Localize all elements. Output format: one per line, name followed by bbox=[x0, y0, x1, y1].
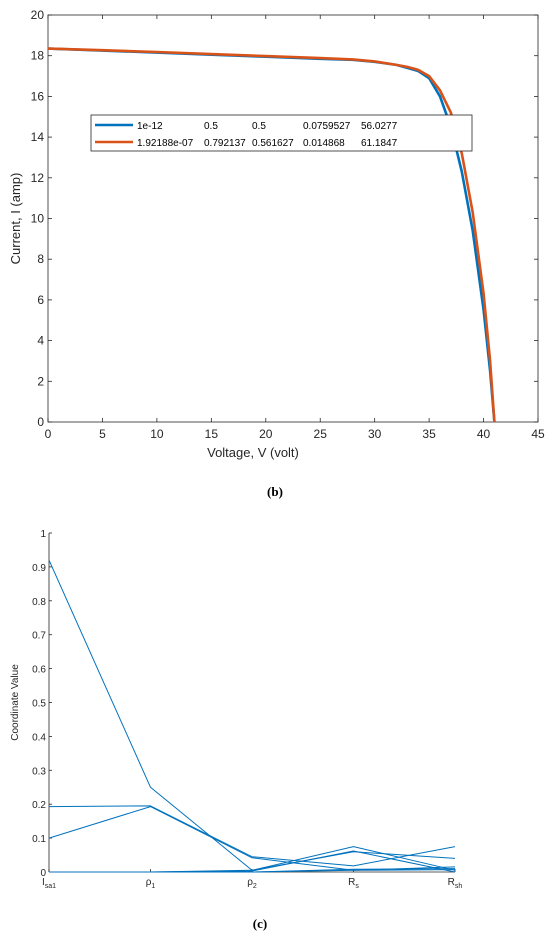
y-tick-label: 0.3 bbox=[32, 766, 46, 777]
legend-box bbox=[90, 114, 473, 152]
y-tick-label: 6 bbox=[37, 293, 44, 307]
x-tick-label: ρ1 bbox=[146, 877, 156, 890]
pc-line-3 bbox=[48, 806, 456, 871]
y-tick-label: 0.2 bbox=[32, 800, 46, 811]
x-tick-label: Isa1 bbox=[42, 877, 56, 890]
y-tick-label: 0 bbox=[40, 868, 46, 879]
pc-line-2 bbox=[48, 805, 456, 867]
x-tick-label: Rsh bbox=[448, 877, 463, 890]
caption-b: (b) bbox=[267, 484, 283, 499]
y-tick-label: 2 bbox=[37, 374, 44, 388]
legend-entry-text: 0.014868 bbox=[303, 138, 345, 149]
x-tick-label: 40 bbox=[477, 427, 491, 441]
legend-entry-text: 61.1847 bbox=[361, 138, 398, 149]
x-tick-label: 0 bbox=[45, 427, 52, 441]
y-tick-label: 0.8 bbox=[32, 597, 46, 608]
y-tick-label: 10 bbox=[31, 212, 45, 226]
legend-entry-text: 0.5 bbox=[252, 121, 266, 132]
legend: 1e-12 0.5 0.5 0.0759527 56.0277 1.92188e-07 0.… bbox=[90, 114, 473, 152]
y-tick-label: 18 bbox=[31, 49, 45, 63]
x-tick-label: 10 bbox=[150, 427, 164, 441]
x-tick-label: 35 bbox=[422, 427, 436, 441]
legend-entry-text: 1e-12 bbox=[137, 121, 163, 132]
x-tick-label: 45 bbox=[531, 427, 545, 441]
y-tick-label: 0.9 bbox=[32, 563, 46, 574]
y-tick-label: 16 bbox=[31, 89, 45, 103]
y-axis-label: Coordinate Value bbox=[10, 664, 21, 741]
y-tick-label: 0 bbox=[37, 415, 44, 429]
x-tick-label: 20 bbox=[259, 427, 273, 441]
legend-entry-text: 1.92188e-07 bbox=[137, 138, 194, 149]
x-tick-label: ρ2 bbox=[247, 877, 257, 890]
iv-curve-chart: 0 5 10 15 20 25 30 35 40 45 0 2 4 6 8 10 12 14 16 18 20 Volta… bbox=[8, 8, 545, 460]
y-tick-label: 0.4 bbox=[32, 732, 46, 743]
y-tick-label: 4 bbox=[37, 334, 44, 348]
y-tick-label: 8 bbox=[37, 252, 44, 266]
y-tick-label: 0.6 bbox=[32, 665, 46, 676]
legend-entry-text: 0.0759527 bbox=[303, 121, 351, 132]
y-tick-label: 0.5 bbox=[32, 699, 46, 710]
legend-entry-text: 56.0277 bbox=[361, 121, 398, 132]
pc-line-1 bbox=[48, 559, 456, 871]
caption-c: (c) bbox=[253, 916, 267, 931]
y-tick-label: 0.1 bbox=[32, 834, 46, 845]
y-tick-label: 20 bbox=[31, 8, 45, 22]
legend-entry-text: 0.792137 bbox=[204, 138, 246, 149]
x-tick-label: 15 bbox=[205, 427, 219, 441]
x-tick-label: 30 bbox=[368, 427, 382, 441]
pc-line-7 bbox=[49, 866, 456, 873]
y-tick-label: 14 bbox=[31, 130, 45, 144]
y-axis-label: Current, I (amp) bbox=[8, 173, 23, 265]
series-line-2 bbox=[47, 47, 496, 423]
parallel-coordinates-chart: 0 0.1 0.2 0.3 0.4 0.5 0.6 0.7 0.8 0.9 1 Isa1 ρ1 ρ2 Rs R… bbox=[10, 529, 462, 890]
x-tick-label: 25 bbox=[314, 427, 328, 441]
legend-entry-text: 0.561627 bbox=[252, 138, 294, 149]
x-tick-label: Rs bbox=[348, 877, 359, 890]
plot-area-b bbox=[47, 14, 539, 423]
x-axis-label: Voltage, V (volt) bbox=[207, 445, 299, 460]
y-tick-label: 0.7 bbox=[32, 631, 46, 642]
y-tick-label: 12 bbox=[31, 171, 45, 185]
x-tick-label: 5 bbox=[99, 427, 106, 441]
y-tick-label: 1 bbox=[40, 529, 46, 540]
legend-entry-text: 0.5 bbox=[204, 121, 218, 132]
